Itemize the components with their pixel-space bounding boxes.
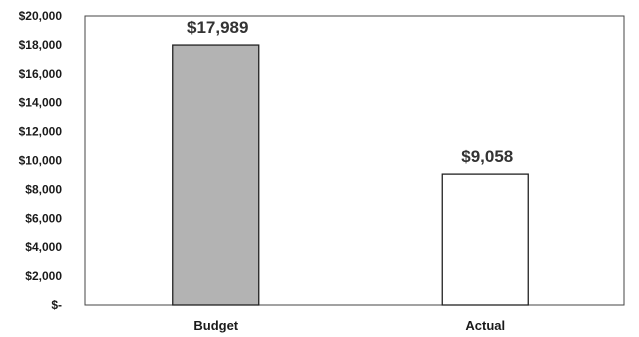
y-tick-label: $10,000 <box>19 154 63 168</box>
y-tick-label: $18,000 <box>19 38 63 52</box>
y-tick-label: $8,000 <box>25 182 62 196</box>
y-tick-label: $4,000 <box>25 240 62 254</box>
data-label-actual: $9,058 <box>461 147 513 166</box>
bars <box>172 44 529 306</box>
data-label-budget: $17,989 <box>187 18 248 37</box>
y-tick-label: $14,000 <box>19 96 63 110</box>
y-axis: $- $2,000 $4,000 $6,000 $8,000 $10,000 $12,000… <box>19 9 63 312</box>
bar-budget <box>172 44 260 306</box>
y-tick-label: $12,000 <box>19 125 63 139</box>
y-tick-label: $16,000 <box>19 67 63 81</box>
x-axis: Budget Actual <box>193 318 505 333</box>
plot-area <box>84 15 625 306</box>
category-label-budget: Budget <box>193 318 238 333</box>
y-tick-label: $20,000 <box>19 9 63 23</box>
bar-actual <box>441 173 529 306</box>
y-tick-label: $6,000 <box>25 211 62 225</box>
data-labels: $17,989 $9,058 <box>187 18 513 166</box>
y-tick-label: $- <box>51 298 62 312</box>
y-tick-label: $2,000 <box>25 269 62 283</box>
category-label-actual: Actual <box>465 318 505 333</box>
